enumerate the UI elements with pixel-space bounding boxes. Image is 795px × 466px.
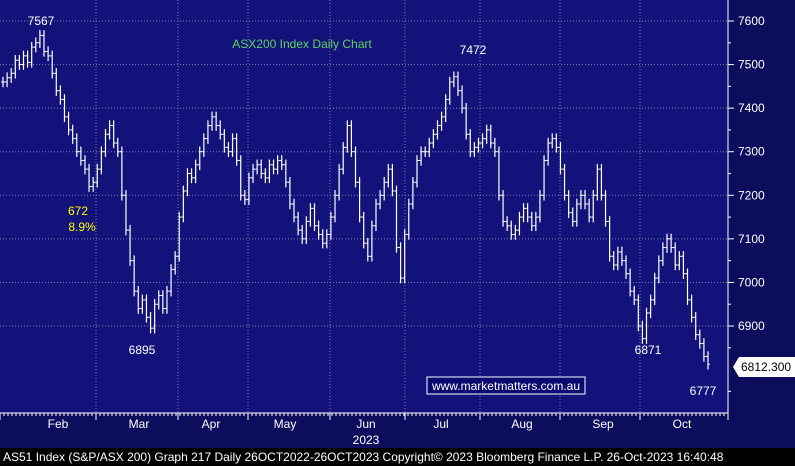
annotation-low-oct1: 6871: [635, 343, 662, 357]
x-tick-label: Sep: [592, 417, 614, 431]
x-axis-year-label: 2023: [353, 433, 380, 447]
y-tick-label: 7100: [738, 232, 765, 246]
y-tick-label: 7600: [738, 14, 765, 28]
watermark-box: [426, 376, 586, 395]
chart-title: ASX200 Index Daily Chart: [232, 37, 372, 51]
x-tick-label: Feb: [48, 417, 69, 431]
annotation-low-mar: 6895: [129, 343, 156, 357]
y-tick-label: 7500: [738, 58, 765, 72]
last-value-label: 6812.300: [741, 360, 791, 374]
price-chart: 6900 7000 7100 7200 7300 7400 7500 7600 Feb Mar A…: [0, 0, 795, 448]
footer-text: AS51 Index (S&P/ASX 200) Graph 217 Daily…: [3, 450, 724, 464]
annotation-drop-points: 672: [68, 204, 88, 218]
annotation-low-oct2: 6777: [690, 384, 717, 398]
plot-area: [0, 0, 728, 413]
y-tick-label: 7000: [738, 275, 765, 289]
annotation-high-jul: 7472: [460, 43, 487, 57]
x-tick-label: May: [274, 417, 297, 431]
x-tick-label: Aug: [511, 417, 532, 431]
y-tick-label: 6900: [738, 319, 765, 333]
series-group: [1, 30, 710, 370]
x-tick-label: Oct: [673, 417, 692, 431]
x-tick-label: Apr: [202, 417, 221, 431]
footer-bar: AS51 Index (S&P/ASX 200) Graph 217 Daily…: [0, 448, 795, 466]
x-tick-label: Mar: [129, 417, 150, 431]
y-tick-label: 7300: [738, 145, 765, 159]
annotation-drop-percent: 8.9%: [68, 220, 96, 234]
x-tick-label: Jul: [433, 417, 448, 431]
x-axis: Feb Mar Apr May Jun Jul Aug Sep Oct: [0, 412, 729, 431]
y-tick-label: 7400: [738, 101, 765, 115]
watermark-link[interactable]: www.marketmatters.com.au: [431, 379, 580, 393]
x-tick-label: Jun: [356, 417, 375, 431]
y-tick-label: 7200: [738, 188, 765, 202]
y-axis: 6900 7000 7100 7200 7300 7400 7500 7600: [727, 0, 765, 413]
annotation-high-jan: 7567: [28, 14, 55, 28]
last-value-tag: 6812.300: [733, 357, 795, 377]
